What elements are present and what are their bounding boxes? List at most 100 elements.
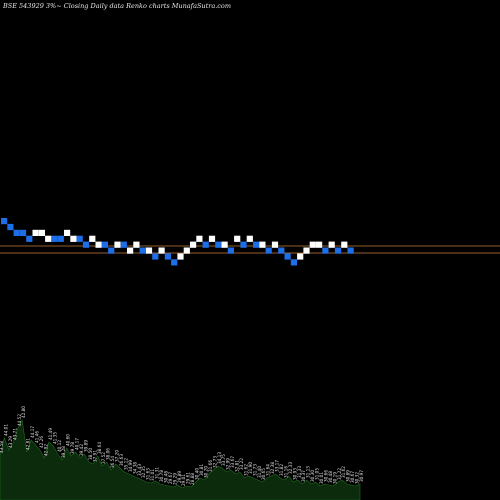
volume-label: 36.54	[110, 456, 115, 468]
renko-brick-down	[347, 247, 354, 254]
volume-label: 37.91	[92, 450, 97, 462]
renko-brick-up	[246, 235, 253, 242]
volume-label: 30.67	[350, 471, 355, 483]
volume-label: 40.12	[57, 440, 62, 452]
volume-label: 30.93	[292, 468, 297, 480]
volume-label: 33.43	[137, 464, 142, 476]
volume-label: 43.29	[8, 436, 13, 448]
volume-label: 29.89	[177, 471, 182, 483]
renko-brick-up	[316, 241, 323, 248]
volume-label: 30.01	[319, 472, 324, 484]
renko-brick-down	[120, 241, 127, 248]
volume-label: 31.62	[341, 466, 346, 478]
volume-label: 30.20	[203, 466, 208, 478]
volume-label: 29.61	[186, 472, 191, 484]
volume-label: 29.67	[168, 472, 173, 484]
volume-label: 30.32	[355, 472, 360, 484]
renko-brick-up	[45, 235, 52, 242]
volume-label: 31.01	[150, 469, 155, 481]
renko-brick-up	[114, 241, 121, 248]
renko-brick-down	[7, 223, 14, 231]
volume-area-shape	[0, 419, 361, 500]
renko-brick-up	[259, 241, 266, 248]
volume-label: 31.40	[257, 466, 262, 478]
volume-label: 41.35	[52, 432, 57, 444]
volume-label: 36.63	[119, 454, 124, 466]
renko-bricks	[1, 218, 354, 266]
renko-brick-down	[284, 253, 291, 260]
volume-label: 34.38	[132, 462, 137, 474]
renko-brick-down	[171, 259, 178, 266]
volume-label: 30.97	[359, 470, 364, 482]
volume-label: 30.19	[332, 472, 337, 484]
renko-brick-up	[89, 235, 96, 242]
volume-label: 30.66	[323, 470, 328, 482]
volume-label: 31.33	[297, 466, 302, 478]
volume-label: 31.05	[315, 468, 320, 480]
renko-brick-down	[19, 229, 27, 236]
renko-brick-up	[234, 235, 241, 242]
volume-label: 38.06	[106, 448, 111, 460]
volume-label: 39.89	[83, 440, 88, 452]
volume-label: 32.81	[235, 460, 240, 472]
volume-label: 30.81	[199, 464, 204, 476]
volume-label: 31.22	[337, 468, 342, 480]
volume-label: 31.63	[146, 468, 151, 480]
renko-brick-down	[240, 241, 247, 248]
renko-brick-up	[183, 247, 190, 254]
volume-label: 39.28	[61, 446, 66, 458]
renko-brick-down	[82, 241, 90, 248]
volume-label: 30.48	[328, 471, 333, 483]
volume-label: 38.50	[88, 448, 93, 460]
renko-brick-up	[38, 229, 45, 236]
volume-label: 32.38	[270, 462, 275, 474]
volume-label: 31.13	[306, 466, 311, 478]
renko-brick-down	[76, 235, 83, 242]
renko-brick-down	[13, 229, 20, 236]
renko-brick-down	[290, 259, 297, 266]
renko-brick-down	[164, 253, 171, 260]
volume-label: 33.67	[230, 456, 235, 468]
volume-label: 44.01	[3, 424, 8, 436]
volume-label: 32.35	[141, 466, 146, 478]
volume-label: 30.37	[301, 470, 306, 482]
renko-brick-up	[177, 253, 184, 260]
renko-brick-down	[334, 247, 342, 254]
chart-title: BSE 543929 3%~ Closing Daily data Renko …	[2, 2, 231, 10]
renko-brick-down	[1, 218, 8, 225]
volume-label: 31.82	[279, 464, 284, 476]
renko-brick-up	[133, 241, 140, 248]
volume-label: 32.99	[226, 458, 231, 470]
renko-brick-up	[64, 229, 71, 236]
renko-brick-down	[322, 247, 329, 254]
renko-brick-up	[196, 235, 203, 242]
volume-label: 35.12	[123, 458, 128, 470]
volume-label: 31.73	[252, 464, 257, 476]
volume-label: 32.73	[212, 456, 217, 468]
volume-area	[0, 419, 361, 500]
renko-brick-up	[341, 241, 348, 248]
volume-label: 38.64	[97, 442, 102, 454]
renko-brick-up	[158, 247, 165, 254]
renko-brick-down	[139, 247, 146, 254]
volume-label: 34.99	[128, 460, 133, 472]
renko-brick-down	[227, 247, 234, 254]
volume-label: 31.90	[248, 462, 253, 474]
renko-brick-up	[309, 241, 316, 248]
volume-label: 42.80	[21, 406, 26, 418]
volume-label: 30.89	[346, 470, 351, 482]
renko-brick-up	[221, 241, 228, 248]
renko-brick-up	[32, 229, 39, 236]
volume-label: 30.30	[310, 470, 315, 482]
volume-label: 39.42	[79, 444, 84, 456]
renko-brick-up	[95, 241, 102, 248]
renko-brick-up	[145, 247, 153, 254]
volume-label: 30.78	[159, 470, 164, 482]
renko-brick-down	[202, 241, 209, 248]
volume-label: 43.71	[12, 428, 17, 440]
renko-brick-up	[70, 235, 77, 242]
volume-label: 33.75	[221, 454, 226, 466]
